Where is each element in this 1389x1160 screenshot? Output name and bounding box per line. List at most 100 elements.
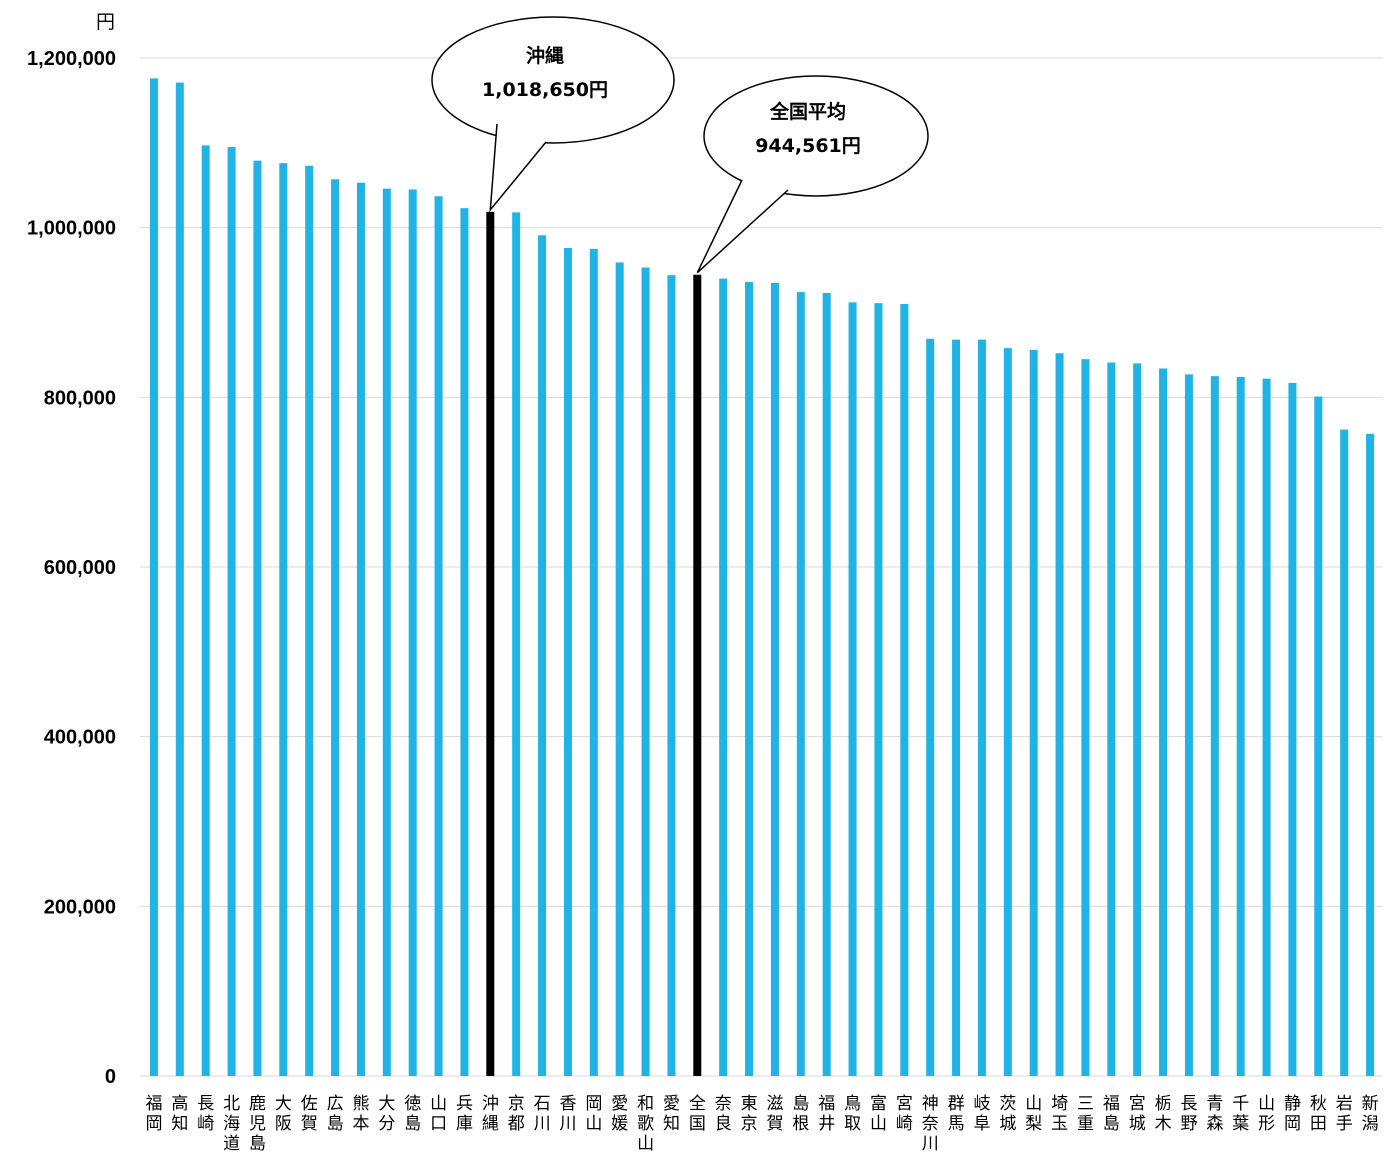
x-category-label: 福島 [1103,1094,1120,1134]
y-tick-label: 400,000 [44,727,116,749]
bar-石川 [538,235,547,1077]
callout-tail [489,123,547,213]
bar-福岡 [149,78,158,1077]
x-category-label: 岡山 [585,1094,602,1134]
x-category-label: 三重 [1077,1094,1094,1134]
x-category-label: 長野 [1180,1094,1197,1134]
y-tick-label: 600,000 [44,557,116,579]
bar-群馬 [952,339,961,1076]
y-tick-label: 0 [105,1066,116,1088]
bar-岐阜 [977,339,986,1076]
x-category-label: 千葉 [1232,1094,1249,1134]
gridlines [140,57,1382,1077]
y-tick-label: 1,200,000 [27,48,116,70]
x-category-label: 群馬 [948,1094,965,1134]
x-category-label: 和歌山 [637,1094,654,1154]
x-category-label: 東京 [741,1094,758,1134]
callout-text: 沖縄 1,018,650円 [482,44,608,101]
bar-愛媛 [615,262,624,1076]
bar-神奈川 [926,338,935,1076]
bar-千葉 [1236,376,1245,1076]
x-category-label: 高知 [171,1094,188,1134]
x-category-label: 埼玉 [1051,1094,1068,1134]
x-category-label: 京都 [508,1094,525,1134]
x-category-label: 滋賀 [766,1094,783,1134]
y-axis-unit: 円 [96,11,115,33]
x-category-label: 静岡 [1284,1094,1301,1134]
x-category-label: 茨城 [999,1094,1016,1134]
x-category-label: 栃木 [1155,1094,1172,1134]
bar-大阪 [279,163,288,1076]
bar-茨城 [1003,348,1012,1076]
bar-三重 [1081,359,1090,1076]
callout-bubble [703,75,929,197]
x-category-label: 山形 [1258,1094,1275,1134]
x-category-label: 兵庫 [456,1094,473,1134]
y-tick-label: 800,000 [44,387,116,409]
x-category-label: 大分 [378,1094,395,1134]
bar-沖縄 [486,211,495,1077]
x-category-label: 愛知 [663,1094,680,1134]
x-category-label: 島根 [792,1094,809,1134]
x-category-label: 北海道 [223,1094,240,1154]
x-category-label: 岐阜 [973,1094,990,1134]
x-category-label: 新潟 [1362,1094,1379,1134]
bar-佐賀 [305,165,314,1076]
bar-兵庫 [460,208,469,1076]
bar-大分 [382,188,391,1077]
bar-京都 [512,212,521,1076]
x-category-label: 山口 [430,1094,447,1134]
bar-奈良 [719,278,728,1077]
x-category-label: 長崎 [197,1094,214,1134]
bar-和歌山 [641,267,650,1076]
x-category-label: 富山 [870,1094,887,1134]
bar-山形 [1262,378,1271,1076]
bar-山口 [434,196,443,1077]
bar-福島 [1107,362,1116,1077]
x-category-label: 岩手 [1336,1094,1353,1134]
x-category-label: 広島 [327,1094,344,1134]
bar-青森 [1210,376,1219,1076]
y-tick-label: 200,000 [44,896,116,918]
bar-埼玉 [1055,353,1064,1077]
callout-沖縄: 沖縄 1,018,650円 [431,16,675,213]
bar-静岡 [1288,382,1297,1077]
x-category-label: 徳島 [404,1094,421,1134]
x-category-label: 佐賀 [301,1094,318,1134]
bar-長崎 [201,145,210,1077]
callout-tail-fill [697,180,788,273]
x-category-label: 鹿児島 [249,1094,266,1154]
x-category-label: 熊本 [352,1094,369,1134]
x-category-label: 福井 [818,1094,835,1134]
x-category-label: 秋田 [1310,1094,1327,1134]
x-category-label: 宮崎 [896,1094,913,1134]
y-tick-label: 1,000,000 [27,218,116,240]
x-axis-category-labels: 福岡高知長崎北海道鹿児島大阪佐賀広島熊本大分徳島山口兵庫沖縄京都石川香川岡山愛媛… [145,1094,1378,1154]
bar-熊本 [356,182,365,1076]
bar-山梨 [1029,349,1038,1076]
bar-福井 [822,292,831,1076]
bar-鳥取 [848,302,857,1076]
bar-北海道 [227,147,236,1076]
x-category-label: 全国 [689,1094,706,1134]
callout-text: 全国平均 944,561円 [755,100,861,157]
callout-bubble [431,16,675,144]
bar-全国 [693,274,702,1077]
bar-滋賀 [770,282,779,1076]
x-category-label: 香川 [559,1094,576,1134]
x-category-label: 大阪 [275,1094,292,1134]
bar-愛知 [667,275,676,1076]
bar-宮城 [1133,363,1142,1076]
x-category-label: 青森 [1206,1094,1223,1134]
bar-香川 [563,248,572,1076]
bar-長野 [1184,374,1193,1076]
x-category-label: 奈良 [715,1094,732,1134]
x-category-label: 福岡 [145,1094,162,1134]
x-category-label: 宮城 [1129,1094,1146,1134]
bar-東京 [745,281,754,1077]
bar-島根 [796,292,805,1076]
x-category-label: 鳥取 [844,1094,861,1134]
